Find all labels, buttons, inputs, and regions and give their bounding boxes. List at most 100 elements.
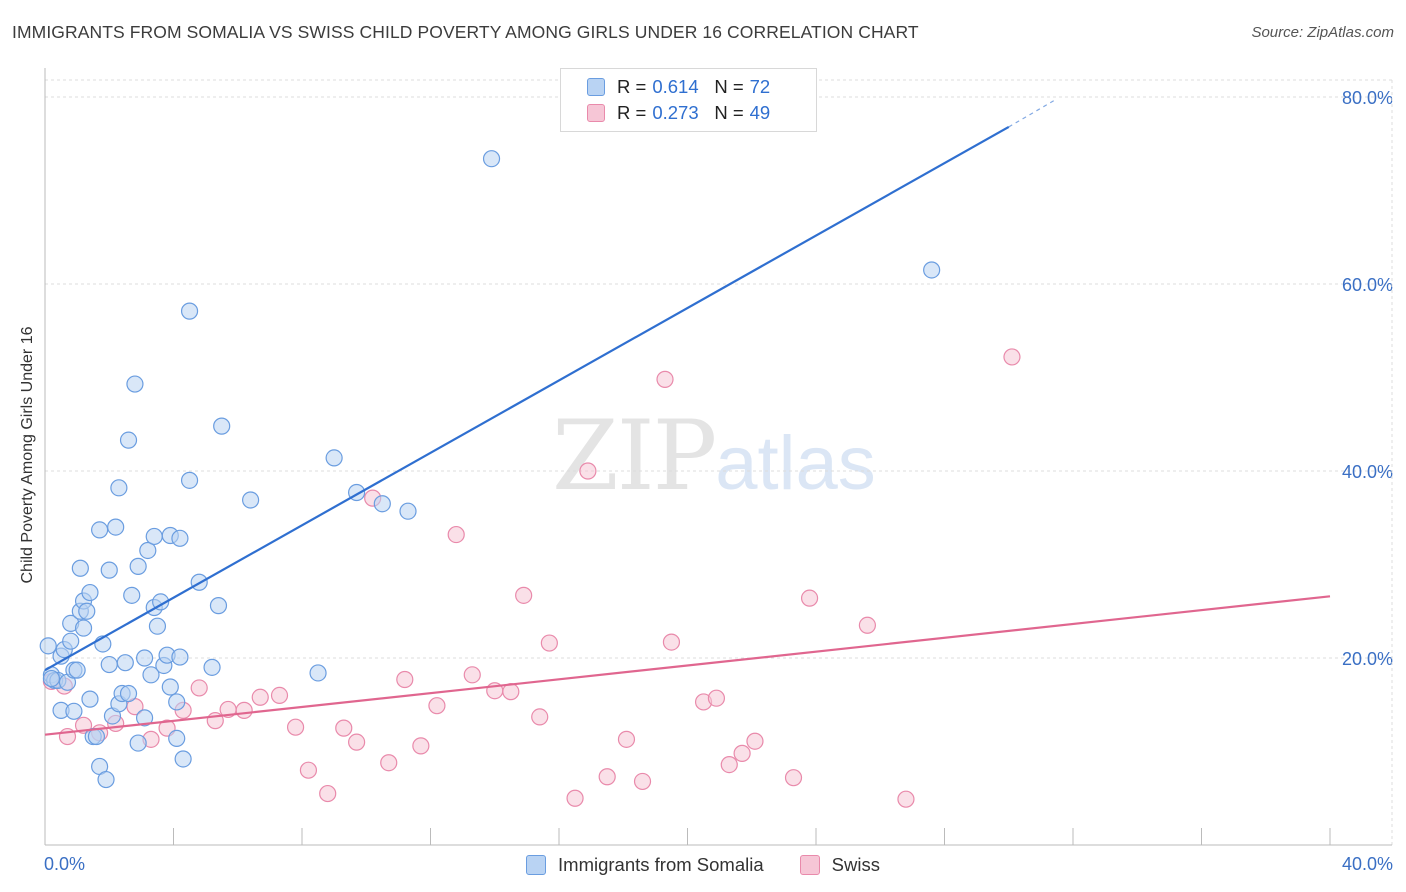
legend-r-value: 0.273 xyxy=(652,102,699,123)
point-somalia xyxy=(139,541,157,560)
point-somalia xyxy=(78,602,96,620)
point-swiss xyxy=(299,761,318,779)
point-somalia xyxy=(923,261,941,279)
point-swiss xyxy=(598,768,616,786)
legend-n-value: 72 xyxy=(749,76,771,97)
legend-swatch-swiss xyxy=(799,855,820,875)
point-swiss xyxy=(335,719,353,737)
point-swiss xyxy=(746,732,764,750)
point-swiss xyxy=(531,708,549,726)
point-somalia xyxy=(97,770,115,789)
x-tick-label: 40.0% xyxy=(1342,854,1393,874)
point-somalia xyxy=(203,658,221,676)
legend-n-label: N = xyxy=(714,102,744,123)
point-swiss xyxy=(1003,348,1021,366)
point-swiss xyxy=(412,737,430,755)
legend-r-value: 0.614 xyxy=(652,76,699,97)
point-swiss xyxy=(463,666,481,684)
point-somalia xyxy=(168,693,186,711)
point-swiss xyxy=(270,686,289,705)
point-somalia xyxy=(168,729,186,748)
legend-swatch-somalia xyxy=(587,78,605,96)
point-somalia xyxy=(373,495,391,513)
point-somalia xyxy=(119,684,138,703)
point-swiss xyxy=(707,689,726,707)
legend-n-value: 49 xyxy=(749,102,771,123)
legend-item-somalia[interactable]: Immigrants from Somalia xyxy=(526,854,764,876)
point-somalia xyxy=(100,561,118,579)
point-somalia xyxy=(129,734,147,752)
point-somalia xyxy=(325,449,343,467)
point-swiss xyxy=(720,755,738,774)
point-somalia xyxy=(68,661,86,679)
chart-title: IMMIGRANTS FROM SOMALIA VS SWISS CHILD P… xyxy=(12,22,919,42)
point-swiss xyxy=(662,633,681,651)
y-tick-label: 40.0% xyxy=(1342,462,1393,482)
point-somalia xyxy=(161,678,179,696)
point-somalia xyxy=(81,583,99,602)
point-somalia xyxy=(171,529,189,547)
point-somalia xyxy=(129,557,147,575)
point-somalia xyxy=(152,593,170,611)
legend-item-swiss[interactable]: Swiss xyxy=(799,854,880,876)
legend-swatch-swiss xyxy=(587,104,605,122)
point-somalia xyxy=(62,632,80,650)
legend-row-somalia: R = 0.614 N = 72 xyxy=(587,75,812,99)
correlation-legend: R = 0.614 N = 72 R = 0.273 N = 49 xyxy=(560,68,817,132)
point-somalia xyxy=(42,669,61,688)
point-somalia xyxy=(110,479,128,497)
point-somalia xyxy=(81,690,99,708)
point-somalia xyxy=(309,664,327,682)
y-tick-label: 80.0% xyxy=(1342,88,1393,108)
series-legend: Immigrants from Somalia Swiss xyxy=(0,852,1406,878)
point-somalia xyxy=(126,375,144,393)
legend-r-label: R = xyxy=(617,76,647,97)
point-swiss xyxy=(447,525,465,544)
point-somalia xyxy=(135,649,154,667)
legend-label-somalia: Immigrants from Somalia xyxy=(558,854,764,875)
y-tick-label: 20.0% xyxy=(1342,649,1393,669)
point-swiss xyxy=(540,634,558,652)
legend-swatch-somalia xyxy=(526,855,547,875)
trendline-somalia-extension xyxy=(1008,98,1058,128)
point-somalia xyxy=(74,619,93,637)
point-swiss xyxy=(656,370,674,388)
point-somalia xyxy=(171,648,189,666)
point-swiss xyxy=(251,688,269,706)
trendline-somalia xyxy=(44,125,1010,672)
point-swiss xyxy=(235,701,253,719)
point-somalia xyxy=(100,655,118,674)
y-tick-label: 60.0% xyxy=(1342,275,1393,295)
point-swiss xyxy=(319,784,337,803)
point-swiss xyxy=(428,697,446,715)
point-somalia xyxy=(87,727,106,746)
point-somalia xyxy=(107,518,125,536)
legend-label-swiss: Swiss xyxy=(831,854,880,875)
point-swiss xyxy=(897,790,915,808)
point-somalia xyxy=(65,702,83,720)
point-swiss xyxy=(348,733,366,751)
x-tick-label: 0.0% xyxy=(44,854,85,874)
point-swiss xyxy=(396,670,414,689)
source-label: Source: ZipAtlas.com xyxy=(1251,24,1394,41)
point-somalia xyxy=(174,750,192,768)
point-swiss xyxy=(515,586,533,604)
watermark: ZIPatlas xyxy=(552,400,876,512)
point-somalia xyxy=(142,666,160,684)
watermark-zip: ZIP xyxy=(552,400,717,512)
legend-n-label: N = xyxy=(714,76,744,97)
point-somalia xyxy=(135,709,154,727)
point-swiss xyxy=(858,616,877,634)
trendline-swiss xyxy=(44,595,1331,736)
point-somalia xyxy=(209,597,228,615)
point-somalia xyxy=(213,417,231,435)
watermark-atlas: atlas xyxy=(715,421,876,506)
point-swiss xyxy=(784,769,803,787)
point-swiss xyxy=(579,462,597,480)
legend-r-label: R = xyxy=(617,102,647,123)
point-swiss xyxy=(286,718,305,736)
point-swiss xyxy=(617,730,636,748)
point-swiss xyxy=(566,789,584,807)
point-somalia xyxy=(482,150,501,168)
